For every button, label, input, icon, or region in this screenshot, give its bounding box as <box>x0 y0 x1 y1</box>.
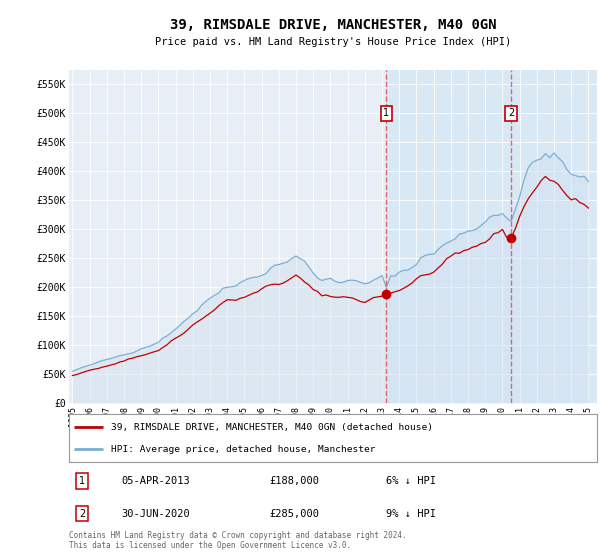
Text: Price paid vs. HM Land Registry's House Price Index (HPI): Price paid vs. HM Land Registry's House … <box>155 37 511 47</box>
Text: Contains HM Land Registry data © Crown copyright and database right 2024.
This d: Contains HM Land Registry data © Crown c… <box>69 530 407 550</box>
Text: 05-APR-2013: 05-APR-2013 <box>122 476 191 486</box>
Text: 30-JUN-2020: 30-JUN-2020 <box>122 508 191 519</box>
Bar <box>386 70 600 403</box>
Text: £188,000: £188,000 <box>269 476 320 486</box>
Text: 1: 1 <box>79 476 85 486</box>
Text: 6% ↓ HPI: 6% ↓ HPI <box>386 476 436 486</box>
Text: 9% ↓ HPI: 9% ↓ HPI <box>386 508 436 519</box>
Text: 1: 1 <box>383 109 389 119</box>
Text: 39, RIMSDALE DRIVE, MANCHESTER, M40 0GN: 39, RIMSDALE DRIVE, MANCHESTER, M40 0GN <box>170 18 496 32</box>
Text: HPI: Average price, detached house, Manchester: HPI: Average price, detached house, Manc… <box>111 445 376 454</box>
Text: 39, RIMSDALE DRIVE, MANCHESTER, M40 0GN (detached house): 39, RIMSDALE DRIVE, MANCHESTER, M40 0GN … <box>111 423 433 432</box>
Text: 2: 2 <box>79 508 85 519</box>
Text: £285,000: £285,000 <box>269 508 320 519</box>
Text: 2: 2 <box>508 109 514 119</box>
